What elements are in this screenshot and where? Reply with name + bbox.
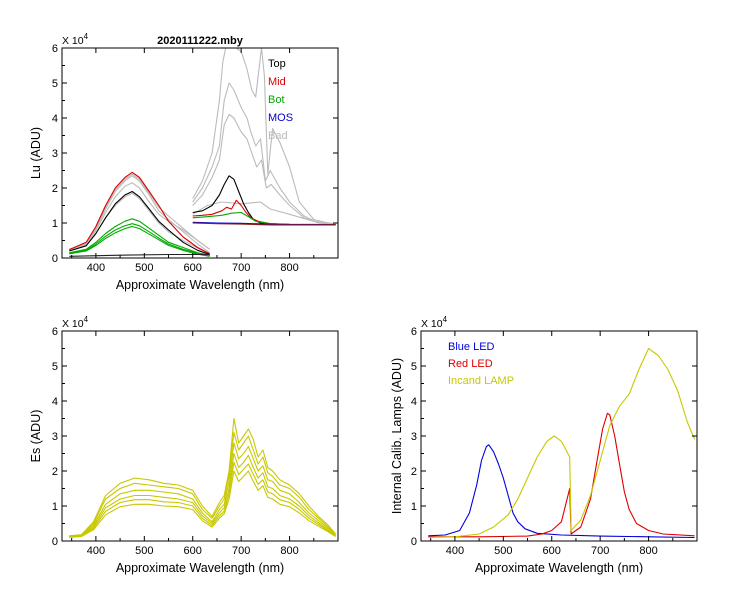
lu-xtick-label-400: 400	[87, 262, 105, 274]
lu-xlabel: Approximate Wavelength (nm)	[116, 278, 284, 292]
lu-ytick-label-0: 0	[52, 253, 58, 265]
calib-ytick-label-0: 0	[411, 536, 417, 548]
es-series-es-5-4	[69, 461, 336, 538]
calib-xlabel: Approximate Wavelength (nm)	[475, 561, 643, 575]
calib-ytick-label-1: 1	[411, 501, 417, 513]
es-xtick-label-600: 600	[184, 545, 202, 557]
calib-xtick-label-500: 500	[494, 545, 512, 557]
calib-multiplier: X 104	[421, 315, 448, 330]
calib-legend-incand-lamp: Incand LAMP	[448, 375, 514, 387]
lu-plot-frame	[61, 47, 339, 259]
lu-xtick-label-600: 600	[184, 262, 202, 274]
calib-legend-blue-led: Blue LED	[448, 341, 495, 353]
lu-series-bad-1	[69, 173, 211, 250]
calib-ytick-label-5: 5	[411, 361, 417, 373]
calib-series-red-led-1	[428, 412, 695, 538]
es-ytick-label-1: 1	[52, 501, 58, 513]
es-panel: X 104 Approximate Wavelength (nm) Es (AD…	[29, 315, 339, 575]
es-ylabel: Es (ADU)	[29, 410, 43, 463]
calib-xtick-label-400: 400	[446, 545, 464, 557]
lu-ytick-label-3: 3	[52, 148, 58, 160]
calib-series-incand-lamp-2	[428, 347, 696, 539]
lu-series-bad-17	[192, 222, 336, 226]
lu-ylabel: Lu (ADU)	[29, 127, 43, 179]
es-ytick-label-3: 3	[52, 431, 58, 443]
lu-series-bad-9	[192, 82, 336, 226]
es-xlabel: Approximate Wavelength (nm)	[116, 561, 284, 575]
es-xtick-label-400: 400	[87, 545, 105, 557]
lu-series-bad-18	[69, 253, 210, 257]
calib-panel: X 104 Approximate Wavelength (nm) Intern…	[390, 315, 698, 575]
lu-series-bad-11	[192, 113, 336, 226]
lu-legend-bot: Bot	[268, 94, 285, 106]
calib-ytick-label-4: 4	[411, 396, 417, 408]
lu-series-bad-10	[192, 48, 336, 226]
lu-series-bad-3	[69, 182, 211, 251]
es-ytick-label-5: 5	[52, 361, 58, 373]
lu-ytick-label-6: 6	[52, 43, 58, 55]
lu-ytick-label-4: 4	[52, 113, 58, 125]
lu-legend-mid: Mid	[268, 76, 286, 88]
calib-legend-red-led: Red LED	[448, 358, 493, 370]
lu-series-bot-8	[69, 225, 210, 257]
es-series-es-1-0	[69, 417, 337, 537]
es-ytick-label-0: 0	[52, 536, 58, 548]
lu-series-top-13	[192, 175, 336, 226]
lu-xtick-label-800: 800	[280, 262, 298, 274]
es-series-es-3-2	[69, 442, 336, 538]
lu-series-bot-7	[69, 223, 210, 257]
lu-ytick-label-2: 2	[52, 183, 58, 195]
calib-xtick-label-700: 700	[591, 545, 609, 557]
lu-series-bot-6	[69, 218, 210, 256]
calib-xtick-label-600: 600	[543, 545, 561, 557]
es-series-es-6-5	[69, 470, 336, 539]
calib-xtick-label-800: 800	[639, 545, 657, 557]
lu-xtick-label-500: 500	[135, 262, 153, 274]
lu-legend-bad: Bad	[268, 130, 288, 142]
calib-ytick-label-3: 3	[411, 431, 417, 443]
lu-legend-top: Top	[268, 58, 286, 70]
lu-series-mid-4	[69, 171, 210, 255]
calib-ytick-label-2: 2	[411, 466, 417, 478]
es-multiplier: X 104	[62, 315, 89, 330]
calib-ytick-label-6: 6	[411, 326, 417, 338]
es-xtick-label-500: 500	[135, 545, 153, 557]
es-ytick-label-2: 2	[52, 466, 58, 478]
calib-series-blue-led-0	[428, 444, 695, 539]
es-series-es-4-3	[69, 452, 336, 538]
es-ytick-label-4: 4	[52, 396, 58, 408]
lu-ytick-label-1: 1	[52, 218, 58, 230]
es-xtick-label-800: 800	[280, 545, 298, 557]
lu-series-bad-2	[69, 192, 210, 255]
lu-panel: 2020111222.mby X 104 Approximate Wavelen…	[29, 32, 339, 292]
lu-title: 2020111222.mby	[157, 35, 244, 47]
es-series-es-2-1	[69, 431, 336, 537]
lu-series-bad-12	[192, 201, 336, 225]
lu-series-top-5	[69, 190, 210, 256]
es-xtick-label-700: 700	[232, 545, 250, 557]
lu-ytick-label-5: 5	[52, 78, 58, 90]
lu-multiplier: X 104	[62, 32, 89, 47]
calib-ylabel: Internal Calib. Lamps (ADU)	[390, 358, 404, 514]
lu-legend-mos: MOS	[268, 112, 293, 124]
es-ytick-label-6: 6	[52, 326, 58, 338]
lu-xtick-label-700: 700	[232, 262, 250, 274]
